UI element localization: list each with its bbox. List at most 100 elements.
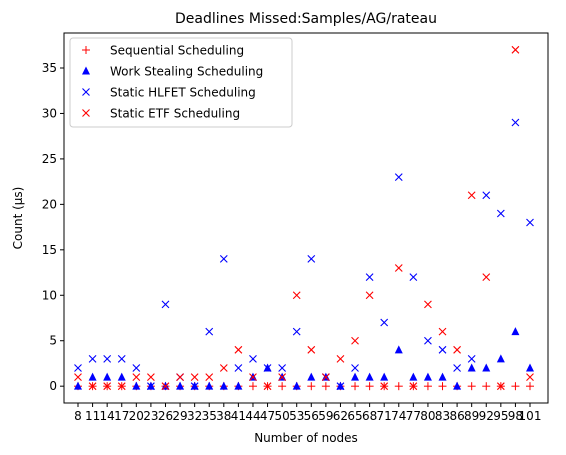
data-point — [351, 336, 359, 345]
data-point — [438, 382, 447, 391]
data-point — [365, 291, 374, 300]
data-point — [307, 345, 316, 354]
data-point — [74, 381, 82, 390]
data-point — [424, 336, 432, 345]
data-point — [292, 291, 301, 300]
data-point — [132, 373, 141, 381]
data-point — [453, 345, 461, 354]
legend-item: Static HLFET Scheduling — [82, 86, 256, 100]
legend-item: Sequential Scheduling — [82, 44, 244, 58]
legend-marker — [82, 66, 90, 75]
x-axis-label: Number of nodes — [254, 431, 358, 445]
y-tick-label: 15 — [42, 243, 57, 257]
x-tick-label: 41 — [231, 409, 246, 423]
x-tick-label: 29 — [172, 409, 187, 423]
legend-marker — [82, 109, 90, 117]
legend-label: Static ETF Scheduling — [110, 107, 240, 121]
data-point — [380, 318, 389, 327]
data-point — [467, 382, 476, 391]
data-point — [394, 173, 403, 181]
data-point — [467, 363, 476, 372]
data-point — [88, 372, 97, 381]
data-point — [423, 372, 432, 381]
data-point — [321, 373, 330, 381]
data-point — [438, 345, 447, 354]
data-point — [74, 373, 82, 381]
data-point — [409, 382, 418, 391]
data-point — [307, 372, 316, 381]
y-axis: 0 5 10 15 20 25 30 35 — [42, 61, 64, 393]
data-point — [321, 382, 330, 391]
data-point — [365, 273, 374, 281]
data-point — [351, 382, 360, 391]
y-tick-label: 0 — [49, 379, 57, 393]
data-point — [467, 355, 476, 363]
x-tick-label: 89 — [464, 409, 479, 423]
data-point — [103, 382, 112, 391]
x-tick-label: 32 — [187, 409, 202, 423]
data-point — [394, 345, 403, 354]
x-tick-label: 44 — [245, 409, 260, 423]
data-point — [511, 45, 520, 54]
x-tick-label: 35 — [202, 409, 217, 423]
data-point — [263, 382, 272, 391]
data-point — [511, 327, 520, 336]
chart-title: Deadlines Missed:Samples/AG/rateau — [175, 11, 437, 27]
data-point — [496, 382, 505, 391]
x-tick-label: 65 — [347, 409, 362, 423]
data-point — [205, 327, 214, 336]
data-point — [278, 373, 287, 381]
data-point — [234, 345, 243, 354]
x-tick-label: 11 — [85, 409, 100, 423]
y-tick-label: 35 — [42, 61, 57, 75]
x-tick-label: 101 — [519, 409, 542, 423]
data-point — [453, 381, 462, 390]
x-tick-label: 26 — [158, 409, 173, 423]
x-tick-label: 14 — [100, 409, 115, 423]
legend-marker — [82, 88, 90, 96]
data-point — [351, 372, 360, 381]
data-point — [263, 364, 272, 372]
data-point — [453, 364, 461, 372]
data-point — [132, 381, 141, 390]
x-tick-label: 8 — [74, 409, 82, 423]
x-tick-label: 86 — [449, 409, 464, 423]
data-point — [438, 327, 447, 336]
y-axis-label: Count (µs) — [11, 187, 25, 250]
data-point — [467, 191, 476, 200]
data-point — [292, 381, 301, 390]
data-point — [176, 373, 184, 381]
data-point — [190, 382, 199, 391]
data-point — [278, 382, 287, 391]
data-point — [292, 327, 301, 336]
x-axis: 8 11 14 17 20 23 26 29 32 35 38 41 44 47 50 53 56 59 62 65 6… — [74, 403, 541, 423]
data-point — [482, 382, 491, 391]
data-point — [190, 373, 199, 381]
data-point — [409, 372, 418, 381]
data-point — [365, 382, 374, 391]
data-point — [205, 381, 214, 390]
x-tick-label: 62 — [333, 409, 348, 423]
data-point — [103, 355, 112, 363]
legend-label: Work Stealing Scheduling — [110, 65, 263, 79]
data-point — [365, 372, 374, 381]
data-point — [307, 382, 316, 391]
data-point — [117, 372, 126, 381]
data-point — [496, 209, 505, 218]
x-tick-label: 56 — [304, 409, 319, 423]
legend-box — [69, 37, 293, 128]
data-point — [278, 364, 287, 372]
data-point — [380, 382, 389, 391]
data-point — [205, 373, 214, 381]
x-tick-label: 92 — [479, 409, 494, 423]
y-tick-label: 25 — [42, 152, 57, 166]
data-point — [161, 300, 170, 309]
y-tick-label: 10 — [42, 288, 57, 302]
legend-marker — [82, 46, 90, 54]
data-point — [234, 364, 243, 372]
data-point — [132, 364, 141, 372]
data-point — [88, 382, 97, 391]
x-tick-label: 17 — [114, 409, 129, 423]
y-tick-label: 20 — [42, 197, 57, 211]
y-tick-label: 30 — [42, 106, 57, 120]
